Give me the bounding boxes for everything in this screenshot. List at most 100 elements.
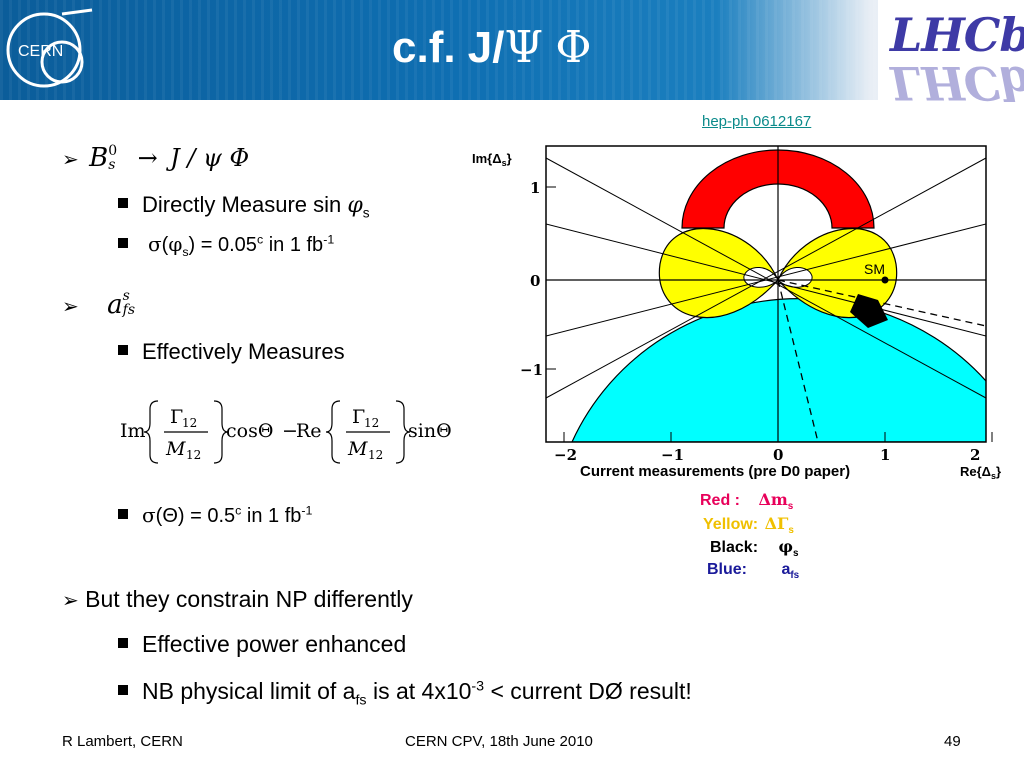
physical-limit-mid: is at 4x10 — [366, 678, 472, 704]
phi-sub: s — [182, 245, 189, 259]
sigma-open: ( — [161, 234, 169, 256]
effective-power-text: Effective power enhanced — [142, 631, 407, 657]
formula-brace-right-2 — [395, 400, 411, 464]
formula-brace-right-1 — [213, 400, 229, 464]
physical-limit-exp: -3 — [471, 678, 485, 695]
afs-sup: s — [122, 287, 130, 304]
sm-point — [881, 276, 889, 284]
decay-b-sub: s — [108, 156, 116, 173]
legend-black-value: φ — [778, 537, 793, 556]
axis-ticks — [546, 186, 993, 442]
lhcb-logo-reflection: LHCb — [890, 56, 1024, 110]
constrain-np-text: But they constrain NP differently — [85, 586, 413, 612]
footer-author: R Lambert, CERN — [62, 733, 183, 750]
bullet-arrow-icon: ➢ — [62, 147, 79, 171]
sigma-theta-sup-c: c — [235, 503, 242, 518]
legend-blue-label: Blue: — [707, 561, 747, 578]
sigma-tail: in 1 fb — [263, 234, 324, 256]
legend-black-label: Black: — [710, 539, 759, 556]
decay-products: J / ψ Φ — [170, 144, 250, 172]
sm-label: SM — [864, 261, 885, 277]
sigma-theta-exp: -1 — [301, 503, 313, 518]
physical-limit-sub: fs — [355, 692, 367, 709]
y-axis-label: Im{Δs} — [472, 151, 512, 168]
formula-m-sub-2: 12 — [368, 448, 383, 462]
square-bullet-icon — [118, 684, 128, 695]
x-tick-label: 2 — [970, 446, 980, 464]
sigma-exp: -1 — [323, 232, 335, 247]
red-dms-region — [681, 149, 875, 229]
formula-brace-left-2 — [325, 400, 341, 464]
legend-yellow-sub: s — [788, 525, 794, 537]
effectively-measures-text: Effectively Measures — [142, 339, 345, 364]
sigma-symbol: σ — [148, 232, 162, 256]
constraint-line-2 — [546, 157, 986, 399]
square-bullet-icon — [118, 637, 128, 648]
square-bullet-icon — [118, 345, 128, 356]
x-axis-label: Re{Δs} — [960, 464, 1001, 481]
phi-symbol: φ — [168, 232, 183, 256]
legend-red-value: Δm — [758, 490, 788, 509]
y-tick-label: −1 — [520, 361, 543, 379]
cyan-afs-region — [571, 298, 986, 442]
legend-red-label: Red : — [700, 492, 740, 509]
phi-sub: s — [362, 205, 370, 221]
sigma-sup-c: c — [256, 232, 264, 247]
cern-logo: CERN — [6, 8, 93, 88]
formula-m: M — [165, 438, 186, 460]
legend-yellow: Yellow: ΔΓs — [703, 514, 794, 536]
decay-b: B — [89, 143, 109, 173]
legend-blue-sub: fs — [790, 570, 800, 582]
formula-re: Re — [296, 420, 322, 442]
legend-red-sub: s — [787, 501, 794, 513]
legend-black: Black: φs — [710, 537, 798, 559]
white-lobe-left — [743, 267, 779, 288]
y-tick-label: 0 — [530, 272, 540, 290]
phi-symbol: φ — [347, 193, 363, 218]
plot-frame — [545, 145, 987, 443]
delta-s-plot: SM 1 0 −1 −2 −1 0 1 2 Im{Δs} Re{Δs} — [472, 145, 1001, 481]
formula-gamma-sub-2: 12 — [364, 416, 379, 430]
formula-minus: − — [282, 420, 298, 442]
square-bullet-icon — [118, 237, 128, 248]
afs-sub: fs — [122, 301, 136, 318]
sigma-theta-value: (Θ) = 0.5 — [155, 505, 236, 527]
lhcb-logo: LHCb — [890, 8, 1024, 62]
bullet-constrain-np: ➢ But they constrain NP differently — [62, 586, 413, 613]
formula-im: Im — [120, 420, 146, 442]
title-bar-texture — [0, 0, 1024, 100]
sigma-symbol: σ — [142, 503, 156, 527]
decay-b-sup: 0 — [108, 142, 118, 159]
sigma-theta-tail: in 1 fb — [241, 505, 302, 527]
decay-arrow: → — [137, 144, 158, 172]
yellow-lobe-left — [658, 228, 779, 319]
title-psi: Ψ — [504, 22, 544, 73]
footer-page-number: 49 — [944, 733, 961, 750]
x-tick-label: −1 — [661, 446, 684, 464]
plot-caption: Current measurements (pre D0 paper) — [580, 463, 851, 480]
square-bullet-icon — [118, 198, 128, 209]
bullet-directly-measure: Directly Measure sin φs — [118, 192, 370, 220]
formula-sin: sinΘ — [408, 420, 452, 442]
dashed-line-2 — [777, 279, 819, 442]
legend-blue-value: a — [781, 561, 791, 578]
x-tick-label: −2 — [554, 446, 577, 464]
x-tick-label: 1 — [880, 446, 890, 464]
x-tick-label: 0 — [773, 446, 783, 464]
legend-blue: Blue: afs — [707, 561, 799, 581]
afs-a: a — [107, 290, 123, 320]
reference-link[interactable]: hep-ph 0612167 — [702, 113, 812, 130]
bullet-afs: ➢ a s fs — [62, 287, 136, 321]
lhcb-logo-box — [878, 0, 1024, 100]
bullet-sigma-theta: σ(Θ) = 0.5c in 1 fb-1 — [118, 503, 312, 528]
sigma-value: ) = 0.05 — [188, 234, 257, 256]
directly-measure-text: Directly Measure sin — [142, 192, 348, 217]
page-title: c.f. J/Ψ Φ — [392, 22, 591, 73]
formula: Im Γ 12 M 12 cosΘ − Re Γ 12 M 12 sinΘ — [120, 400, 452, 464]
title-phi: Φ — [555, 22, 592, 73]
legend-yellow-value: ΔΓ — [764, 514, 789, 533]
yellow-lobe-right — [777, 228, 898, 319]
formula-m-2: M — [347, 438, 368, 460]
